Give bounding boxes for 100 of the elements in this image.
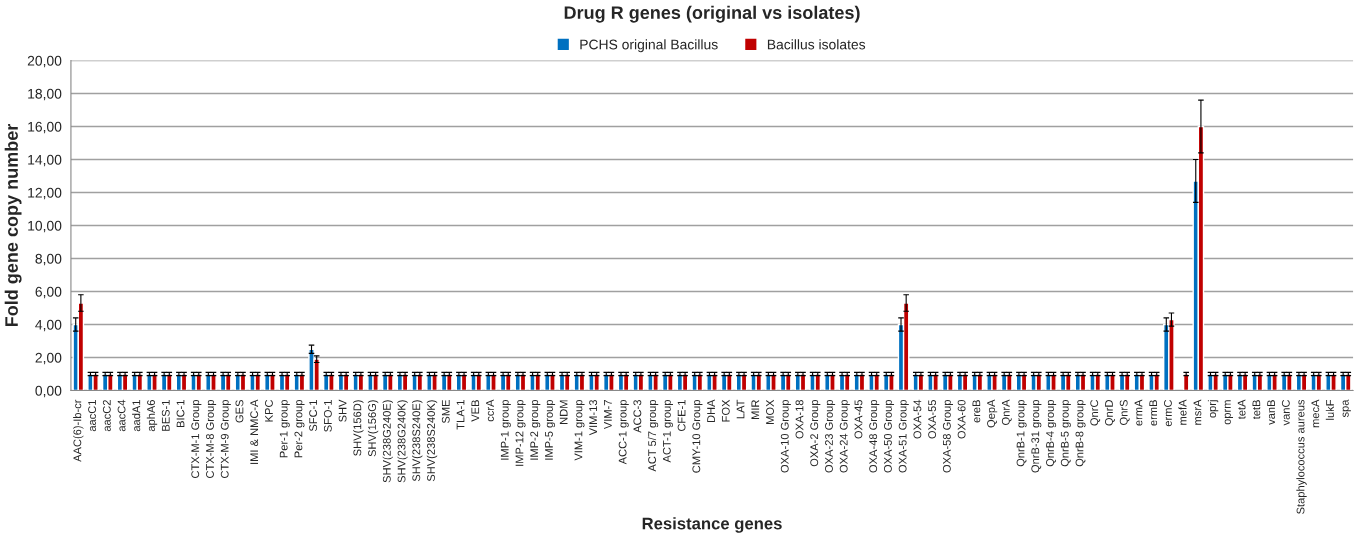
x-tick-label: NDM bbox=[559, 400, 568, 424]
x-tick-label: vanC bbox=[1281, 399, 1290, 426]
y-tick-label: 16,00 bbox=[28, 121, 62, 134]
x-tick-label: Per-2 group bbox=[294, 399, 305, 458]
x-tick-label: QnrB-31 group bbox=[1031, 399, 1042, 473]
bar bbox=[224, 373, 232, 391]
x-tick-label: VIM-7 bbox=[604, 400, 612, 430]
x-tick-label: BIC-1 bbox=[176, 400, 185, 428]
x-tick-label: QnrS bbox=[1119, 400, 1130, 425]
bar bbox=[1123, 373, 1131, 391]
x-tick-label: KPC bbox=[265, 399, 273, 422]
x-tick-label: CTX-M-1 Group bbox=[191, 399, 202, 478]
x-tick-label: QnrD bbox=[1105, 400, 1115, 426]
x-tick-label: CFE-1 bbox=[677, 400, 686, 432]
x-tick-label: CMY-10 Group bbox=[692, 399, 703, 473]
x-tick-label: TLA-1 bbox=[456, 400, 465, 430]
x-tick-label: ACT-1 group bbox=[662, 399, 673, 463]
x-tick-label: OXA-18 bbox=[795, 400, 804, 439]
y-tick-label: 18,00 bbox=[28, 88, 62, 101]
x-tick-label: ACC-3 bbox=[633, 400, 642, 433]
x-tick-label: ACC-1 group bbox=[618, 399, 629, 465]
y-tick-label: 0,00 bbox=[35, 385, 62, 398]
x-tick-label: tetA bbox=[1237, 399, 1246, 420]
x-tick-label: ACT 5/7 group bbox=[647, 399, 659, 472]
x-tick-label: aacC4 bbox=[117, 399, 126, 432]
x-tick-label: IMP-5 group bbox=[545, 399, 556, 460]
y-tick-label: 20,00 bbox=[27, 55, 62, 68]
x-tick-label: BES-1 bbox=[161, 400, 170, 431]
y-tick-label: 12,00 bbox=[28, 187, 62, 200]
x-tick-label: VIM-1 group bbox=[574, 399, 585, 461]
x-tick-label: ermA bbox=[1134, 399, 1143, 426]
x-tick-label: aacC1 bbox=[88, 400, 97, 432]
x-tick-label: OXA-24 Group bbox=[839, 399, 850, 473]
x-tick-label: OXA-60 bbox=[957, 399, 966, 439]
x-tick-label: aacC2 bbox=[102, 400, 111, 432]
x-tick-label: aphA6 bbox=[146, 400, 158, 432]
y-tick-label: 4,00 bbox=[35, 319, 62, 332]
x-tick-label: LAT bbox=[736, 399, 745, 419]
x-tick-label: Per-1 group bbox=[279, 399, 290, 458]
x-tick-label: aadA1 bbox=[132, 400, 141, 432]
x-tick-label: ereB bbox=[972, 400, 981, 423]
x-tick-label: CTX-M-8 Group bbox=[206, 399, 217, 478]
x-tick-label: OXA-58 Group bbox=[942, 399, 953, 473]
x-tick-label: ermC bbox=[1163, 399, 1172, 427]
chart-title: Drug R genes (original vs isolates) bbox=[564, 5, 860, 23]
x-tick-label: MOX bbox=[766, 399, 774, 424]
x-tick-label: AAC(6)-Ib-cr bbox=[73, 399, 84, 462]
x-tick-label: SFC-1 bbox=[309, 400, 318, 432]
x-tick-label: OXA-10 Group bbox=[780, 399, 791, 473]
y-tick-label: 8,00 bbox=[35, 253, 62, 266]
x-tick-label: oprj bbox=[1207, 400, 1219, 418]
x-tick-label: OXA-50 Group bbox=[883, 399, 895, 473]
x-tick-label: mefA bbox=[1178, 399, 1187, 425]
x-tick-label: oprm bbox=[1224, 400, 1233, 425]
x-tick-label: QnrA bbox=[1001, 399, 1012, 425]
x-tick-label: SFO-1 bbox=[323, 400, 332, 432]
x-tick-label: SHV(156D) bbox=[353, 400, 364, 456]
bar bbox=[902, 302, 910, 391]
y-axis-title: Fold gene copy number bbox=[4, 123, 22, 327]
x-tick-label: OXA-2 Group bbox=[810, 399, 821, 467]
x-tick-label: msrA bbox=[1193, 399, 1202, 425]
x-tick-label: FOX bbox=[721, 399, 730, 422]
x-tick-label: CTX-M-9 Group bbox=[220, 399, 231, 478]
x-tick-label: IMP-2 group bbox=[530, 399, 541, 460]
x-tick-label: QnrB-5 group bbox=[1060, 399, 1071, 467]
legend-label: PCHS original Bacillus bbox=[580, 39, 718, 53]
x-tick-label: OXA-45 bbox=[854, 399, 863, 439]
x-tick-label: GES bbox=[235, 400, 244, 423]
x-tick-label: QnrB-1 group bbox=[1016, 399, 1027, 467]
y-tick-label: 14,00 bbox=[28, 154, 62, 167]
x-tick-label: mecA bbox=[1311, 399, 1320, 428]
x-tick-label: MIR bbox=[751, 400, 760, 419]
x-tick-label: IMP-1 group bbox=[500, 399, 511, 460]
x-tick-label: OXA-54 bbox=[913, 399, 922, 439]
x-tick-label: SME bbox=[441, 400, 450, 424]
bar bbox=[504, 373, 512, 391]
x-tick-label: QnrB-8 group bbox=[1075, 399, 1086, 467]
x-tick-label: DHA bbox=[707, 399, 715, 423]
x-tick-label: SHV(238G240K) bbox=[397, 400, 408, 483]
bar bbox=[912, 373, 920, 391]
x-tick-label: VIM-13 bbox=[589, 400, 598, 436]
x-tick-label: OXA-55 bbox=[928, 399, 937, 439]
y-tick-label: 6,00 bbox=[35, 286, 62, 299]
x-tick-label: spa bbox=[1342, 399, 1351, 418]
legend-label: Bacillus isolates bbox=[767, 39, 866, 50]
x-tick-label: tetB bbox=[1252, 400, 1261, 420]
x-tick-label: ccrA bbox=[486, 399, 494, 422]
x-tick-label: IMI & NMC-A bbox=[250, 399, 259, 464]
x-tick-label: QnrB-4 group bbox=[1046, 399, 1057, 467]
y-tick-label: 2,00 bbox=[35, 352, 62, 365]
x-tick-label: Staphylococcus aureus bbox=[1296, 399, 1307, 514]
x-tick-label: lukF bbox=[1325, 399, 1334, 420]
x-tick-label: IMP-12 group bbox=[515, 399, 526, 466]
x-axis-title: Resistance genes bbox=[642, 517, 782, 533]
x-tick-label: SHV bbox=[338, 399, 347, 422]
x-tick-label: SHV(238S240E) bbox=[412, 400, 423, 482]
x-tick-label: SHV(238S240K) bbox=[426, 400, 438, 482]
y-tick-label: 10,00 bbox=[28, 220, 62, 233]
x-tick-label: vanB bbox=[1267, 400, 1276, 425]
x-tick-label: OXA-48 Group bbox=[869, 399, 880, 473]
